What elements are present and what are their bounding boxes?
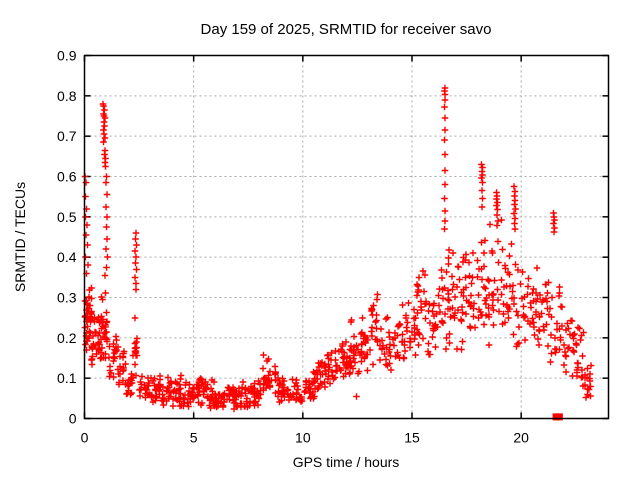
flag-square-marker <box>552 413 563 421</box>
chart-title: Day 159 of 2025, SRMTID for receiver sav… <box>201 21 492 38</box>
y-tick-label: 0.6 <box>57 169 77 185</box>
plot-border <box>83 54 610 420</box>
y-tick-label: 0.7 <box>57 128 77 144</box>
tick-labels: 0 0.1 0.2 0.3 0.4 0.5 0.6 0.7 0.8 0.9 0 5 10 15 20 <box>57 48 529 446</box>
y-tick-label: 0.1 <box>57 370 77 386</box>
x-tick-label: 5 <box>190 430 198 446</box>
x-tick-label: 15 <box>404 430 420 446</box>
y-axis-label: SRMTID / TECUs <box>12 182 28 292</box>
data-point-crosses <box>81 84 595 413</box>
gridlines <box>84 55 609 419</box>
x-tick-label: 10 <box>295 430 311 446</box>
y-tick-label: 0.2 <box>57 330 77 346</box>
y-tick-label: 0.5 <box>57 209 77 225</box>
y-tick-label: 0.8 <box>57 88 77 104</box>
flag-square <box>555 413 563 421</box>
scatter-points <box>81 84 595 413</box>
x-axis-label: GPS time / hours <box>293 454 400 470</box>
y-tick-label: 0.9 <box>57 48 77 64</box>
x-tick-label: 0 <box>81 430 89 446</box>
y-tick-label: 0.3 <box>57 290 77 306</box>
y-tick-label: 0.4 <box>57 249 77 265</box>
x-tick-label: 20 <box>513 430 529 446</box>
y-tick-label: 0 <box>69 411 77 427</box>
